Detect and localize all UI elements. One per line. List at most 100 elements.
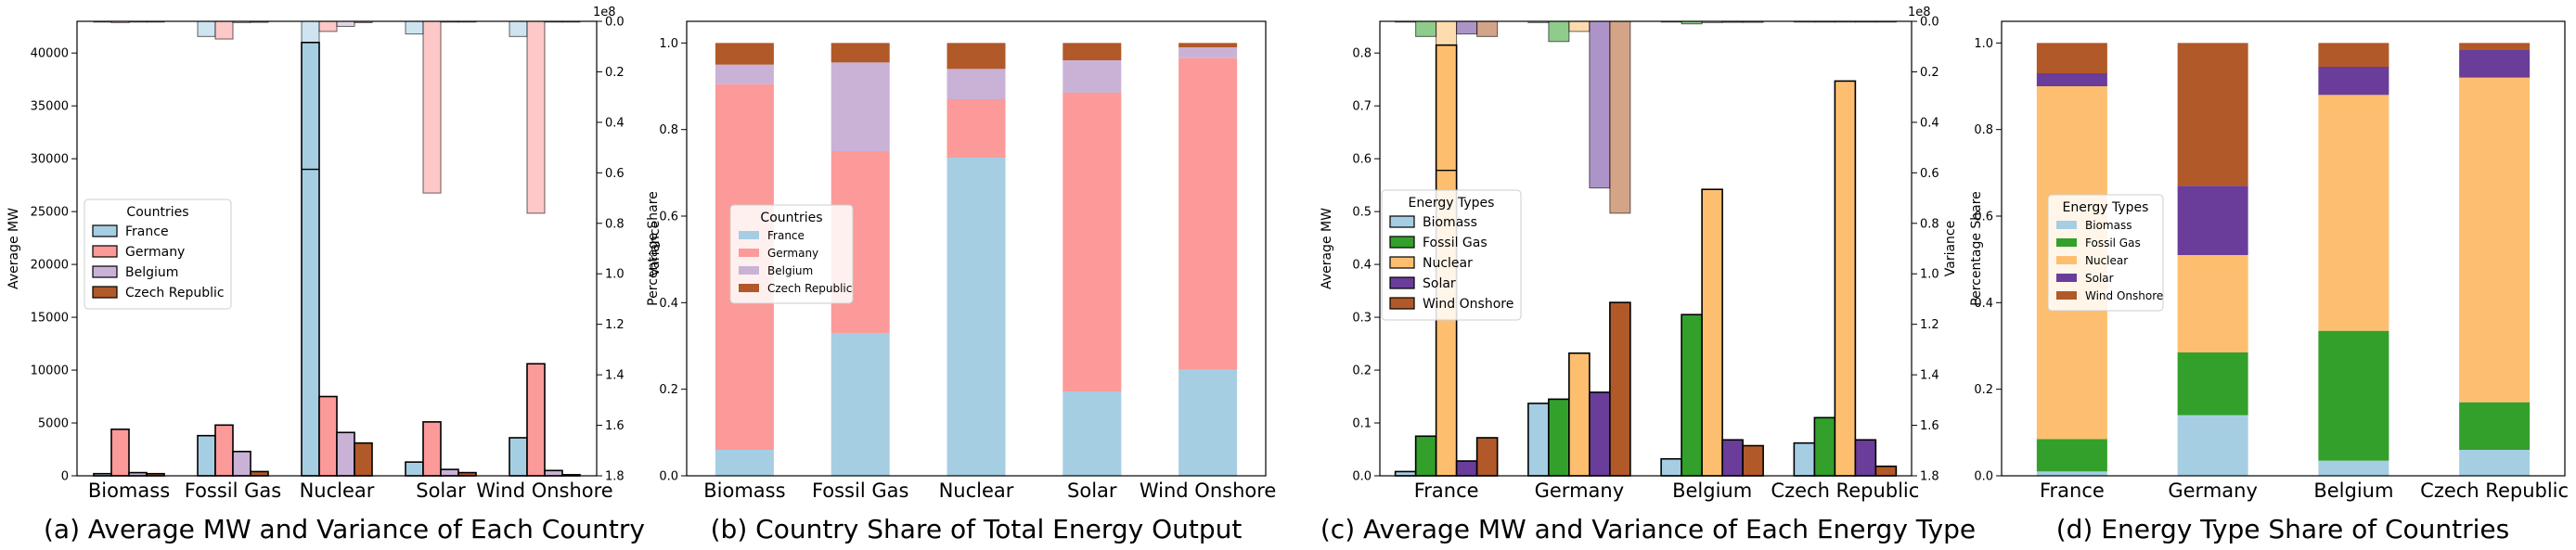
stack-segment-fossil-gas-germany — [2177, 352, 2248, 416]
x-tick-label-belgium: Belgium — [1672, 480, 1752, 502]
legend-swatch-nuclear — [1389, 256, 1415, 269]
y-tick-label-b: 0.0 — [659, 470, 678, 484]
bar-fossil-gas-belgium — [1681, 313, 1703, 477]
stack-segment-wind-onshore-germany — [2177, 43, 2248, 186]
legend-label-czech-republic: Czech Republic — [125, 286, 225, 301]
variance-bar-wind-onshore-germany — [1609, 20, 1631, 214]
variance-bar-germany-nuclear — [318, 20, 338, 32]
stack-segment-biomass-france — [2036, 471, 2107, 476]
stack-segment-france-biomass — [715, 450, 774, 476]
bar-wind-onshore-france — [1475, 437, 1499, 477]
bar-solar-belgium — [1721, 439, 1744, 477]
legend-swatch-wind-onshore — [1389, 297, 1415, 310]
stack-segment-fossil-gas-france — [2036, 439, 2107, 472]
y-tick-label-a: 25000 — [31, 206, 69, 220]
right-tick-label-a: 0.4 — [605, 116, 625, 130]
x-tick-label-nuclear: Nuclear — [939, 480, 1014, 502]
stack-segment-czech-republic-solar — [1063, 43, 1122, 60]
y-tick-label-b: 0.6 — [659, 211, 678, 224]
bar-fossil-gas-france — [1414, 435, 1437, 477]
stack-segment-czech-republic-wind-onshore — [1179, 43, 1238, 47]
bar-belgium-fossil-gas — [232, 450, 251, 477]
y-tick-label-d: 0.8 — [1974, 123, 1993, 137]
bar-biomass-czech-republic — [1793, 441, 1816, 477]
variance-bar-fossil-gas-france — [1415, 20, 1437, 37]
axes-frame-d — [2001, 20, 2566, 477]
bar-biomass-france — [1394, 470, 1417, 477]
legend-swatch-germany — [739, 249, 759, 257]
right-tick-label-c: 1.6 — [1920, 419, 1939, 433]
legend-d: Energy Types Biomass Fossil Gas Nuclear Sola… — [2047, 194, 2164, 312]
caption-c: (c) Average MW and Variance of Each Ener… — [1320, 514, 1976, 544]
x-tick-label-solar: Solar — [1067, 480, 1117, 502]
stack-segment-nuclear-czech-republic — [2459, 77, 2531, 403]
variance-bar-france-solar — [405, 20, 424, 35]
stack-segment-belgium-wind-onshore — [1179, 47, 1238, 58]
y-tick-label-a: 30000 — [31, 153, 69, 167]
y-tick-label-d: 0.6 — [1974, 211, 1993, 224]
bar-czech-republic-fossil-gas — [250, 470, 269, 477]
stack-segment-biomass-czech-republic — [2459, 450, 2531, 476]
legend-swatch-wind-onshore — [2056, 291, 2077, 300]
caption-d: (d) Energy Type Share of Countries — [2056, 514, 2510, 544]
x-tick-label-biomass: Biomass — [703, 480, 785, 502]
legend-label-nuclear: Nuclear — [2085, 254, 2128, 267]
y-tick-label-b: 1.0 — [659, 37, 678, 51]
right-tick-label-c: 0.0 — [1920, 16, 1939, 30]
legend-label-solar: Solar — [1423, 276, 1456, 291]
bar-germany-fossil-gas — [214, 424, 234, 477]
right-tick-label-c: 0.2 — [1920, 66, 1939, 80]
axes-frame-b — [686, 20, 1267, 477]
y-tick-label-d: 0.2 — [1974, 383, 1993, 397]
stack-segment-france-fossil-gas — [831, 333, 890, 476]
legend-swatch-czech-republic — [92, 286, 118, 299]
legend-swatch-czech-republic — [739, 284, 759, 292]
right-tick-label-c: 0.6 — [1920, 167, 1939, 181]
right-tick-label-a: 0.6 — [605, 167, 625, 181]
caption-a: (a) Average MW and Variance of Each Coun… — [44, 514, 645, 544]
y-tick-label-c: 0.7 — [1352, 100, 1372, 114]
stack-segment-fossil-gas-belgium — [2318, 330, 2389, 461]
bar-wind-onshore-germany — [1609, 301, 1631, 477]
legend-swatch-france — [739, 231, 759, 239]
right-axis-label-a: Variance — [648, 221, 663, 276]
legend-label-germany: Germany — [125, 245, 185, 260]
x-tick-label-nuclear: Nuclear — [300, 480, 375, 502]
legend-title-d: Energy Types — [2063, 200, 2149, 215]
x-tick-label-wind-onshore: Wind Onshore — [1140, 480, 1276, 502]
y-axis-label-a: Average MW — [6, 208, 21, 289]
stack-segment-solar-france — [2036, 73, 2107, 86]
right-tick-label-a: 0.2 — [605, 66, 625, 80]
y-tick-label-c: 0.3 — [1352, 312, 1372, 326]
y-tick-label-d: 0.0 — [1974, 470, 1993, 484]
variance-bar-fossil-gas-germany — [1548, 20, 1570, 43]
bar-solar-france — [1455, 460, 1478, 477]
right-tick-label-a: 0.0 — [605, 16, 625, 30]
bar-wind-onshore-belgium — [1742, 444, 1764, 477]
bar-germany-wind-onshore — [526, 363, 546, 477]
legend-label-biomass: Biomass — [2085, 219, 2132, 232]
legend-label-wind-onshore: Wind Onshore — [1423, 297, 1513, 312]
stack-segment-belgium-fossil-gas — [831, 62, 890, 151]
legend-box-a — [84, 198, 232, 310]
legend-swatch-solar — [2056, 274, 2077, 282]
legend-label-biomass: Biomass — [1423, 215, 1477, 230]
right-tick-label-c: 1.0 — [1920, 268, 1939, 282]
legend-swatch-biomass — [1389, 215, 1415, 228]
legend-swatch-nuclear — [2056, 256, 2077, 264]
x-tick-label-fossil-gas: Fossil Gas — [185, 480, 282, 502]
bar-france-wind-onshore — [509, 437, 528, 477]
y-tick-label-a: 15000 — [31, 312, 69, 326]
legend-label-belgium: Belgium — [767, 264, 813, 277]
y-tick-label-c: 0.4 — [1352, 259, 1372, 273]
legend-swatch-france — [92, 224, 118, 237]
stack-segment-czech-republic-fossil-gas — [831, 43, 890, 63]
stack-segment-germany-wind-onshore — [1179, 58, 1238, 370]
right-tick-label-a: 1.0 — [605, 268, 625, 282]
legend-swatch-biomass — [2056, 221, 2077, 229]
legend-swatch-fossil-gas — [2056, 238, 2077, 247]
variance-bar-germany-solar — [422, 20, 442, 194]
stack-segment-wind-onshore-belgium — [2318, 43, 2389, 67]
legend-swatch-belgium — [739, 266, 759, 275]
legend-box-c — [1381, 189, 1522, 321]
